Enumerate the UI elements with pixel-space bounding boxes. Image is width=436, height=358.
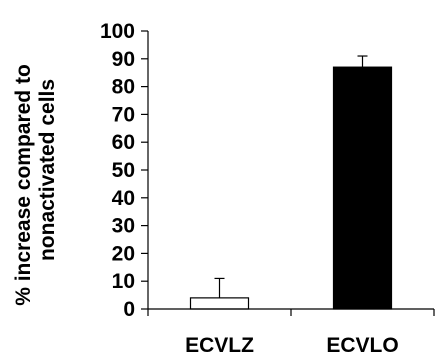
y-tick-label: 90 [112,48,135,71]
y-tick-label: 40 [112,187,135,210]
bar-ecvlo [332,66,393,310]
y-tick-label: 80 [112,76,135,99]
category-label: ECVLO [326,334,398,357]
y-tick-label: 100 [100,20,135,43]
bar-ecvlz [189,297,250,310]
y-axis-title-line-1: % increase compared to [12,64,35,306]
y-tick-label: 70 [112,103,135,126]
y-tick-label: 60 [112,131,135,154]
y-tick-label: 10 [112,270,135,293]
x-axis [147,308,435,316]
y-tick-label: 0 [123,298,135,321]
y-tick-label: 30 [112,215,135,238]
category-label: ECVLZ [185,334,254,357]
y-tick-label: 50 [112,159,135,182]
bars [189,55,393,310]
y-axis-title: % increase compared to nonactivated cell… [12,64,59,306]
y-tick-label: 20 [112,242,135,265]
y-axis-title-line-2: nonactivated cells [36,79,59,261]
y-axis-ticks: 0 10 20 30 40 50 60 70 80 90 100 [100,20,149,321]
x-axis-categories: ECVLZ ECVLO [185,334,399,357]
